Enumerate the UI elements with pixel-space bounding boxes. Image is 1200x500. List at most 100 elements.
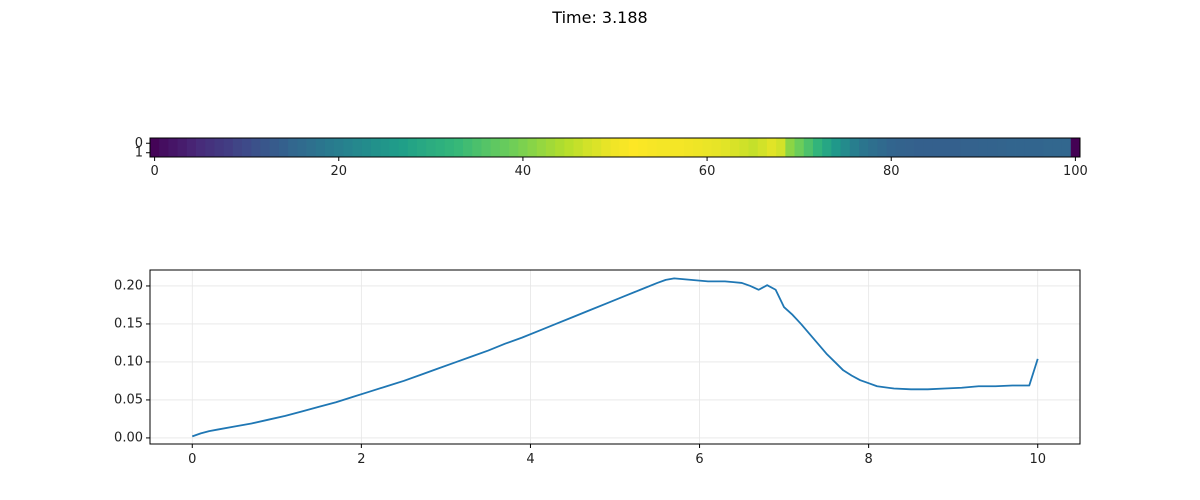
heatmap-cell — [619, 138, 630, 148]
heatmap-cell — [269, 138, 280, 148]
heatmap-cell — [720, 138, 731, 148]
heatmap-cell — [186, 147, 197, 158]
heatmap-cell — [923, 138, 934, 148]
heatmap-cell — [306, 147, 317, 158]
heatmap-cell — [472, 147, 482, 158]
heatmap-cell — [840, 147, 851, 158]
heatmap-cell — [490, 147, 501, 158]
heatmap-cell — [380, 147, 390, 158]
heatmap-cell — [251, 147, 261, 158]
heatmap-cell — [730, 147, 740, 158]
heatmap-x-tick-label: 0 — [150, 164, 158, 179]
heatmap-cell — [766, 138, 777, 148]
heatmap-cell — [684, 138, 694, 148]
heatmap-cell — [223, 147, 234, 158]
heatmap-cell — [545, 138, 556, 148]
heatmap-cell — [960, 147, 970, 158]
heatmap-cell — [564, 147, 574, 158]
heatmap-cell — [223, 138, 234, 148]
heatmap-cell — [610, 147, 621, 158]
heatmap-cell — [555, 147, 565, 158]
heatmap-cell — [812, 138, 823, 148]
heatmap-cell — [638, 138, 648, 148]
heatmap-cell — [564, 138, 574, 148]
heatmap-cell — [868, 147, 878, 158]
heatmap-cell — [490, 138, 501, 148]
heatmap-cell — [766, 147, 777, 158]
heatmap-cell — [951, 147, 961, 158]
heatmap-cell — [168, 138, 179, 148]
heatmap-cell — [315, 147, 326, 158]
x-tick-label: 8 — [864, 452, 872, 467]
heatmap-cell — [417, 147, 427, 158]
heatmap-cell — [711, 138, 722, 148]
heatmap-cell — [536, 147, 547, 158]
heatmap-cell — [1061, 147, 1072, 158]
heatmap-panel: 010 20 40 60 80 100 — [135, 136, 1088, 179]
heatmap-cell — [776, 147, 786, 158]
heatmap-cell — [895, 138, 906, 148]
heatmap-cell — [232, 138, 243, 148]
heatmap-cell — [573, 147, 584, 158]
heatmap-cell — [886, 147, 897, 158]
heatmap-cell — [352, 147, 363, 158]
heatmap-cell — [647, 138, 657, 148]
heatmap-cell — [932, 138, 943, 148]
heatmap-cell — [794, 138, 805, 148]
heatmap-cell — [150, 138, 160, 148]
heatmap-x-tick-label: 60 — [699, 164, 716, 179]
heatmap-cell — [527, 147, 538, 158]
heatmap-cell — [987, 147, 998, 158]
heatmap-cell — [684, 147, 694, 158]
heatmap-cell — [997, 147, 1007, 158]
heatmap-cell — [674, 147, 685, 158]
heatmap-cell — [610, 138, 621, 148]
heatmap-cell — [951, 138, 961, 148]
heatmap-cell — [463, 147, 473, 158]
heatmap-cell — [389, 138, 400, 148]
heatmap-cell — [822, 138, 832, 148]
heatmap-cell — [1070, 147, 1081, 158]
x-tick-label: 4 — [526, 452, 534, 467]
heatmap-cell — [453, 147, 464, 158]
y-tick-label: 0.05 — [114, 392, 143, 407]
heatmap-cell — [260, 138, 271, 148]
heatmap-frame — [149, 137, 1081, 158]
heatmap-cell — [859, 147, 869, 158]
heatmap-cell — [205, 147, 215, 158]
heatmap-cell — [822, 147, 832, 158]
heatmap-cell — [601, 147, 611, 158]
heatmap-cell — [518, 147, 528, 158]
heatmap-cell — [776, 138, 786, 148]
heatmap-cell — [748, 138, 759, 148]
y-tick-label: 0.15 — [114, 316, 143, 331]
heatmap-cell — [1015, 138, 1026, 148]
heatmap-cell — [638, 147, 648, 158]
heatmap-cell — [214, 147, 225, 158]
heatmap-cell — [150, 147, 160, 158]
x-tick-label: 10 — [1029, 452, 1046, 467]
heatmap-cell — [785, 147, 795, 158]
heatmap-cell — [969, 138, 980, 148]
heatmap-cell — [665, 138, 676, 148]
heatmap-cell — [849, 138, 860, 148]
heatmap-cell — [628, 138, 639, 148]
heatmap-cell — [288, 138, 298, 148]
heatmap-cell — [905, 138, 915, 148]
heatmap-cell — [297, 138, 307, 148]
heatmap-cell — [785, 138, 795, 148]
heatmap-x-tick-label: 100 — [1063, 164, 1088, 179]
heatmap-cell — [370, 147, 381, 158]
heatmap-cell — [435, 138, 446, 148]
heatmap-cell — [196, 138, 206, 148]
heatmap-cell — [334, 138, 344, 148]
heatmap-cell — [1015, 147, 1026, 158]
heatmap-cell — [1033, 138, 1044, 148]
y-tick-label: 0.00 — [114, 430, 143, 445]
heatmap-cell — [398, 138, 409, 148]
heatmap-cell — [849, 147, 860, 158]
heatmap-cell — [720, 147, 731, 158]
heatmap-cell — [278, 147, 289, 158]
heatmap-cell — [509, 138, 519, 148]
